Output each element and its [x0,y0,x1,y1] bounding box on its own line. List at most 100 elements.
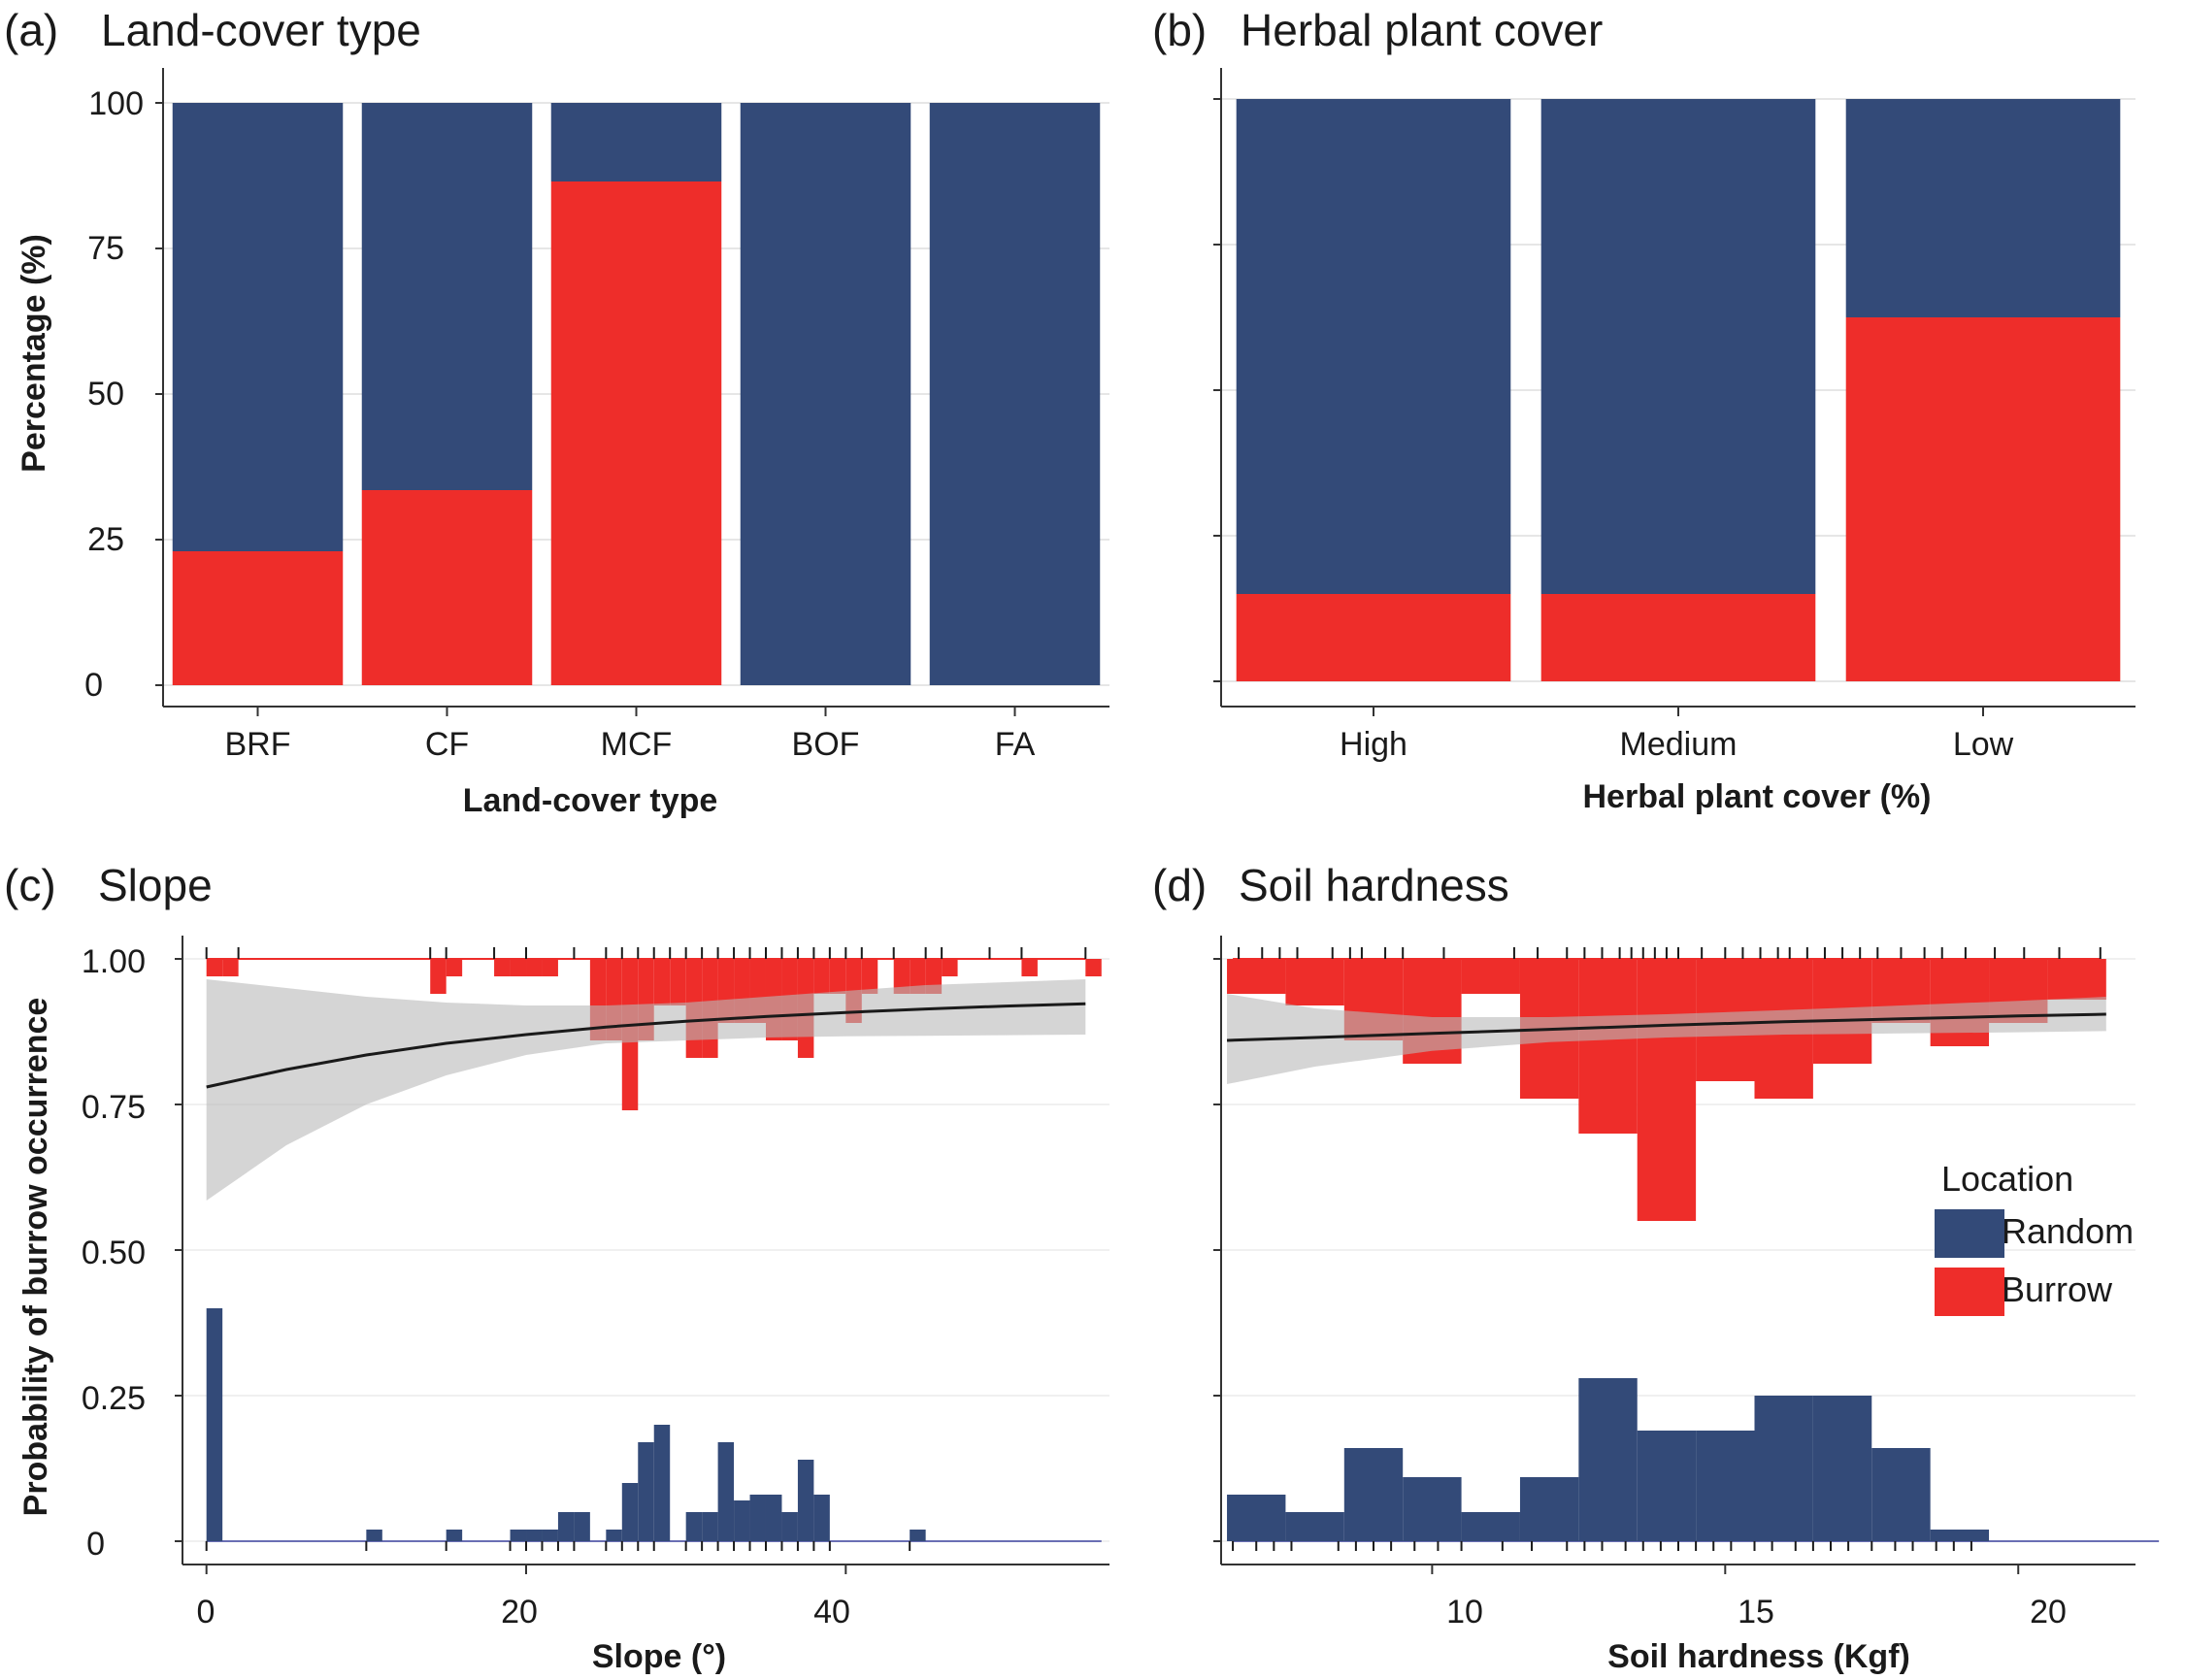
panel-d-burrow-hist-bar [1285,959,1344,1005]
panel-a-title: Land-cover type [101,5,421,55]
panel-d-confidence-band [1227,994,2106,1084]
panel-c-xtick-label: 40 [813,1594,850,1631]
panel-c-burrow-hist-bar [446,959,463,976]
panel-b-bar-random [1236,99,1511,594]
panel-c-random-hist-bar [606,1530,622,1541]
panel-c-title: Slope [98,860,213,910]
panel-c-burrow-hist-bar [813,959,830,994]
panel-b-bar-burrow [1845,317,2121,681]
panel-d-random-hist-bar [1696,1431,1755,1541]
panel-c-burrow-hist-bar [494,959,511,976]
panel-b-tag: (b) [1152,5,1207,55]
panel-c-random-hist-bar [749,1495,766,1541]
panel-c-burrow-hist-bar [861,959,878,994]
panel-d-chart [1213,936,2160,1574]
panel-a-xtick-label: MCF [601,726,673,763]
panel-c-random-hist-bar [621,1483,639,1541]
panel-c-burrow-hist-bar [206,959,223,976]
panel-d-random-hist-bar [1930,1530,1990,1541]
panel-c-ytick-label: 0 [86,1526,105,1563]
panel-c-yticks: 1.00 0.75 0.50 0.25 0 [82,943,146,1563]
panel-c-xticks: 0 20 40 [197,1594,850,1631]
panel-a-xlabel: Land-cover type [463,782,718,819]
panel-c-tag: (c) [4,860,56,910]
panel-c-burrow-hist-bar [222,959,239,976]
panel-c-burrow-hist-bar [510,959,527,976]
panel-c-random-hist-bar [542,1530,558,1541]
panel-a-xtick-label: BRF [225,726,291,763]
panel-c-random-hist-bar [557,1512,575,1541]
panel-a-bar-random [550,103,722,181]
panel-c-fit-line [206,1002,1086,1089]
panel-b-bar-burrow [1236,594,1511,681]
panel-d-burrow-hist-bar [1227,959,1286,994]
panel-d-xlabel: Soil hardness (Kgf) [1607,1638,1910,1675]
panel-d-burrow-hist-bar [1461,959,1520,994]
panel-d-burrow-hist-bar [2047,959,2106,1000]
legend-title: Location [1941,1159,2073,1199]
panel-c-random-hist-bar [781,1512,798,1541]
panel-a-bar-burrow [361,490,533,685]
panel-a-ytick-label: 25 [87,521,124,558]
panel-c-ylabel: Probability of burrow occurrence [17,998,54,1517]
panel-b-bar-random [1845,99,2121,317]
panel-b-title: Herbal plant cover [1241,5,1603,55]
panel-d-fit-line [1226,1012,2106,1042]
panel-a-xtick-label: BOF [792,726,860,763]
panel-d-random-hist-bar [1461,1512,1520,1541]
panel-c-burrow-hist-bar [1085,959,1102,976]
legend-label-random: Random [2002,1211,2134,1251]
panel-c-ytick-label: 0.75 [82,1089,146,1126]
panel-c-random-hist-bar [574,1512,590,1541]
panel-d-random-hist-bar [1754,1396,1813,1541]
panel-a-tag: (a) [4,5,58,55]
panel-a-ylabel: Percentage (%) [16,234,52,473]
panel-d-random-hist-bar [1812,1396,1872,1541]
panel-c-random-hist-bar [813,1495,830,1541]
panel-c-xlabel: Slope (°) [592,1638,726,1675]
panel-c-random-hist-bar [206,1308,223,1541]
panel-a-bar-burrow [172,551,344,685]
legend-label-burrow: Burrow [2002,1269,2113,1309]
panel-a-ytick-label: 100 [88,85,144,122]
panel-c-random-hist-bar [526,1530,543,1541]
panel-a-xtick-label: CF [425,726,469,763]
panel-c-xtick-label: 20 [501,1594,538,1631]
panel-b-bar-random [1540,99,1816,594]
panel-d-random-hist-bar [1285,1512,1344,1541]
panel-b-xtick-label: Medium [1620,726,1738,763]
panel-b-xtick-label: Low [1953,726,2014,763]
panel-c-random-hist-bar [797,1460,814,1541]
panel-d-tag: (d) [1152,860,1207,910]
legend: Location Random Burrow [1935,1159,2134,1316]
panel-c-random-hist-bar [653,1425,671,1541]
panel-a-bar-random [361,103,533,490]
panel-c-random-hist-bar [717,1442,735,1541]
panel-a-ytick-label: 75 [87,230,124,267]
panel-a-bar-random [740,103,911,685]
panel-d-random-hist-bar [1578,1378,1638,1541]
panel-a-ytick-label: 50 [87,376,124,412]
panel-c-random-hist-bar [910,1530,926,1541]
panel-c-burrow-hist-bar [910,959,926,994]
legend-swatch-burrow [1935,1268,2004,1316]
panel-c-burrow-hist-bar [829,959,846,994]
legend-swatch-random [1935,1209,2004,1258]
panel-c-confidence-band [206,979,1086,1201]
panel-a-yticks: 100 75 50 25 0 [84,85,144,704]
panel-d-burrow-hist-bar [1637,959,1697,1221]
panel-c-burrow-hist-bar [430,959,447,994]
panel-a-bar-random [929,103,1101,685]
panel-b-xlabel: Herbal plant cover (%) [1583,778,1932,815]
panel-d-random-hist-bar [1637,1431,1697,1541]
panel-d-random-hist-bar [1227,1495,1286,1541]
panel-c-chart [175,936,1109,1574]
panel-c-xtick-label: 0 [197,1594,215,1631]
panel-b-chart: High Medium Low [1213,68,2135,763]
panel-a-xtick-label: FA [995,726,1036,763]
panel-d-random-hist-bar [1519,1477,1579,1541]
panel-a-ytick-label: 0 [84,667,103,704]
panel-c-ytick-label: 0.50 [82,1235,146,1271]
panel-c-random-hist-bar [734,1500,750,1541]
